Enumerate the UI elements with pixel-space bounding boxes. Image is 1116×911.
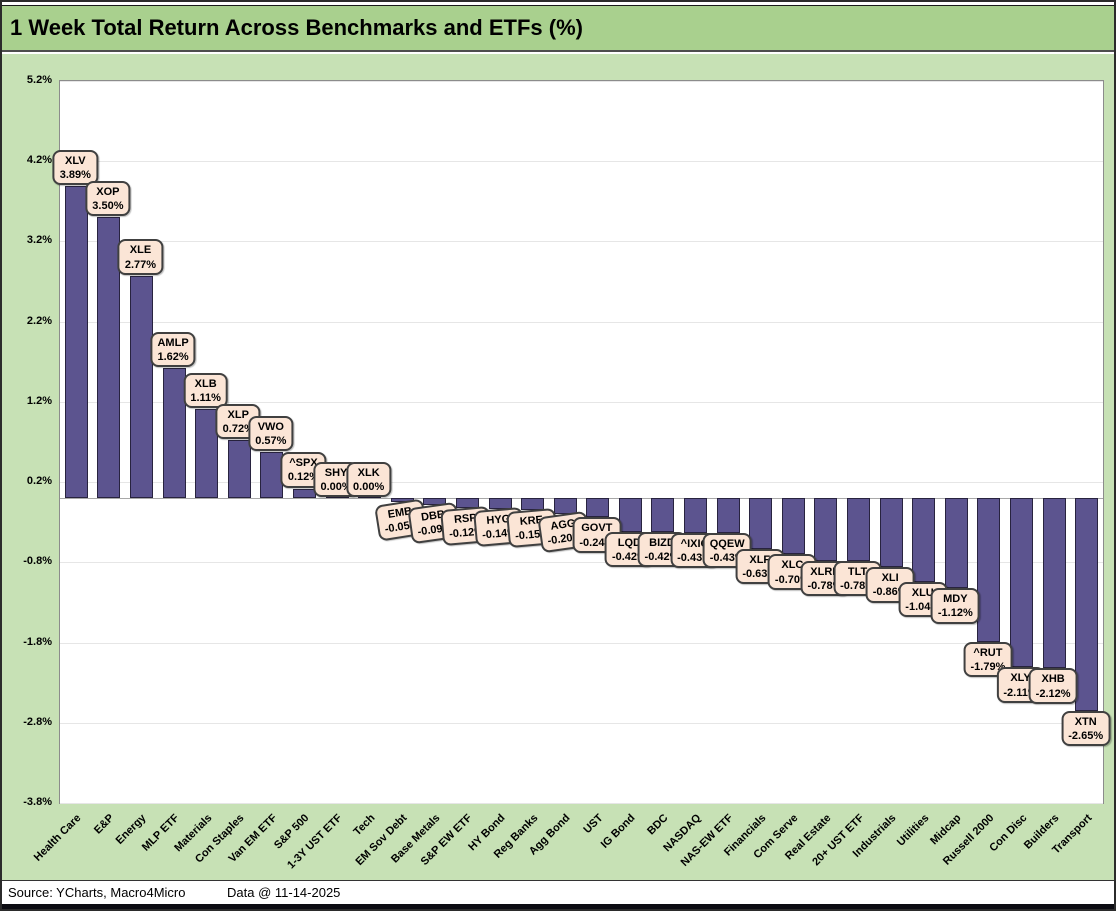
- bar-RSP: [455, 498, 479, 508]
- y-axis-tick: -2.8%: [23, 715, 52, 728]
- bar-XLP: [227, 440, 251, 499]
- bar-^IXIC: [684, 498, 708, 533]
- bar-^RUT: [977, 498, 1001, 642]
- bar-EMB: [390, 498, 414, 503]
- bar-XLRE: [814, 498, 838, 561]
- bar-MDY: [944, 498, 968, 588]
- bar-AMLP: [162, 368, 186, 499]
- plot-area: [59, 80, 1104, 804]
- y-axis-tick: -1.8%: [23, 635, 52, 648]
- bar-AGG: [553, 498, 577, 515]
- bar-XOP: [97, 217, 121, 499]
- bar-GOVT: [586, 498, 610, 518]
- gridline: [60, 81, 1103, 82]
- gridline: [60, 643, 1103, 644]
- gridline: [60, 161, 1103, 162]
- bar-XLB: [195, 409, 219, 499]
- bar-QQEW: [716, 498, 740, 533]
- bar-SHY: [325, 496, 349, 499]
- data-date-text: Data @ 11-14-2025: [227, 885, 341, 900]
- gridline: [60, 723, 1103, 724]
- bar-TLT: [847, 498, 871, 561]
- x-axis: Health Care E&P Energy MLP ETF Materials Con …: [32, 802, 1102, 882]
- bar-XLU: [912, 498, 936, 582]
- gridline: [60, 562, 1103, 563]
- bottom-divider: [2, 904, 1114, 909]
- gridline: [60, 241, 1103, 242]
- bar-XLE: [129, 275, 153, 499]
- bar-KRE: [521, 498, 545, 511]
- chart-title: 1 Week Total Return Across Benchmarks an…: [2, 5, 1114, 52]
- bar-XTN: [1075, 498, 1099, 711]
- gridline: [60, 402, 1103, 403]
- gridline: [60, 482, 1103, 483]
- source-text: Source: YCharts, Macro4Micro: [8, 885, 186, 900]
- gridline: [60, 803, 1103, 804]
- bar-LQD: [618, 498, 642, 532]
- bar-XLK: [358, 496, 382, 499]
- footer: Source: YCharts, Macro4Micro Data @ 11-1…: [2, 882, 1114, 904]
- bar-XLC: [781, 498, 805, 555]
- y-axis-tick: -0.8%: [23, 555, 52, 568]
- y-axis-tick: 4.2%: [26, 154, 52, 167]
- bar-XLF: [749, 498, 773, 549]
- y-axis-tick: 0.2%: [26, 475, 52, 488]
- y-axis-tick: -3.8%: [23, 796, 52, 808]
- bar-XLV: [64, 186, 88, 499]
- y-axis-tick: 1.2%: [26, 394, 52, 407]
- gridline: [60, 322, 1103, 323]
- bar-HYG: [488, 498, 512, 510]
- bar-XHB: [1042, 498, 1066, 669]
- bar-XLY: [1010, 498, 1034, 668]
- y-axis-tick: 2.2%: [26, 314, 52, 327]
- bar-DBB: [423, 498, 447, 506]
- y-axis-tick: 5.2%: [26, 74, 52, 86]
- bar-BIZD: [651, 498, 675, 532]
- zero-baseline: [60, 498, 1103, 499]
- bar-^SPX: [292, 488, 316, 499]
- y-axis-tick: 3.2%: [26, 234, 52, 247]
- bar-VWO: [260, 452, 284, 499]
- bar-XLI: [879, 498, 903, 568]
